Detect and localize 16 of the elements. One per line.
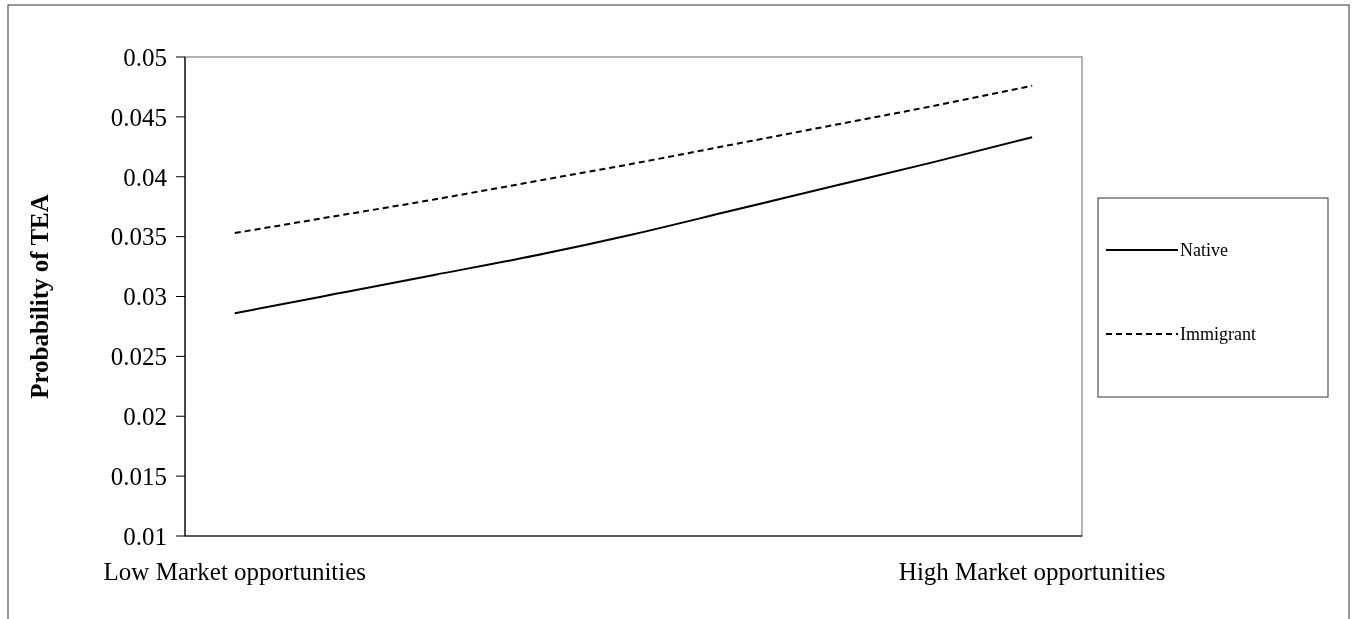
line-series [233,84,1034,235]
y-tick-label: 0.04 [123,163,168,191]
x-tick-label: High Market opportunities [898,558,1166,585]
y-tick-label: 0.03 [123,283,167,311]
legend-label: Immigrant [1180,324,1256,345]
legend-label: Native [1180,240,1228,261]
y-tick-label: 0.01 [123,522,167,550]
y-tick-label: 0.02 [123,403,167,430]
line-series [233,136,1034,315]
y-tick-label: 0.025 [110,343,167,371]
y-tick-label: 0.015 [110,462,167,490]
y-tick-label: 0.035 [110,223,167,251]
y-tick-label: 0.045 [110,103,167,131]
y-tick-label: 0.05 [123,43,167,71]
y-axis-title: Probability of TEA [26,194,53,399]
x-tick-label: Low Market opportunities [103,558,367,585]
